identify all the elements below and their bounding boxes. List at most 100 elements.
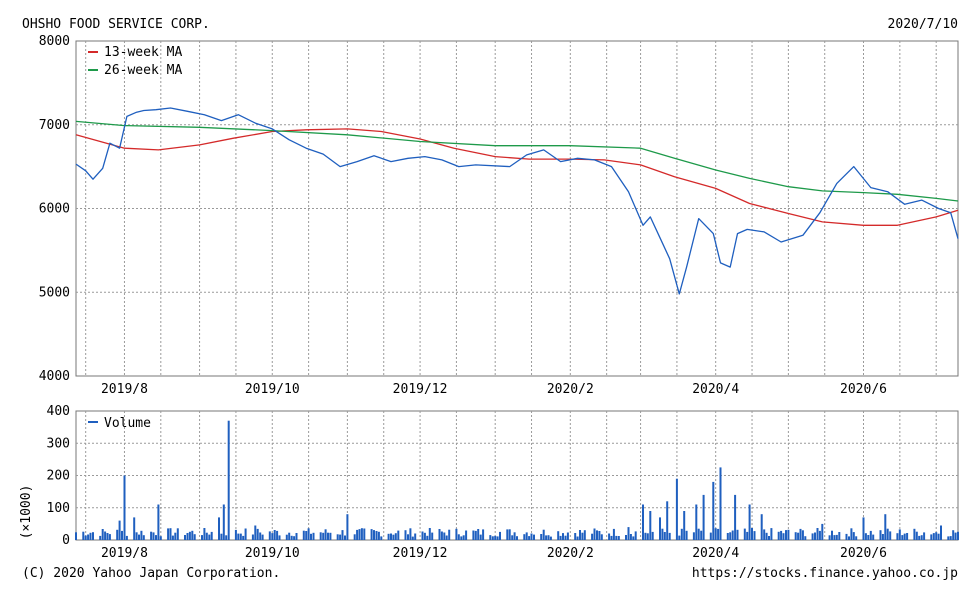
volume-bar <box>499 531 501 540</box>
volume-bar <box>322 532 325 540</box>
volume-bar <box>886 528 889 540</box>
volume-bar <box>835 534 838 540</box>
volume-bar <box>116 529 119 540</box>
volume-bar <box>811 533 814 540</box>
volume-bar <box>123 475 126 540</box>
volume-bar <box>680 528 683 540</box>
copyright-text: (C) 2020 Yahoo Japan Corporation. <box>22 566 280 581</box>
volume-bar <box>867 535 870 540</box>
volume-bar <box>373 530 375 540</box>
volume-bar <box>346 514 349 540</box>
volume-bar <box>392 534 395 540</box>
volume-bar <box>632 536 635 540</box>
volume-bar <box>833 535 836 540</box>
volume-bar <box>557 531 560 540</box>
volume-bar <box>881 534 884 540</box>
volume-bar <box>327 532 329 540</box>
volume-bar <box>288 532 291 540</box>
price-line <box>75 107 959 295</box>
volume-bar <box>155 535 157 540</box>
volume-bar <box>428 528 431 540</box>
volume-bar <box>542 529 545 540</box>
volume-bar <box>477 529 480 540</box>
source-link[interactable]: https://stocks.finance.yahoo.co.jp <box>692 566 958 581</box>
volume-bar <box>387 533 390 540</box>
volume-bar <box>491 536 494 540</box>
volume-bar <box>692 532 695 540</box>
volume-bar <box>193 534 196 540</box>
volume-bar <box>746 531 749 540</box>
volume-bar <box>547 535 550 540</box>
volume-bar <box>617 536 620 540</box>
y-tick-label: 0 <box>62 533 70 548</box>
y-tick-label: 8000 <box>39 34 70 49</box>
volume-bar <box>273 530 276 540</box>
volume-bar <box>695 504 698 540</box>
y-tick-label: 7000 <box>39 118 70 133</box>
volume-bar <box>101 529 104 540</box>
volume-bar <box>508 529 511 540</box>
volume-bar <box>533 534 535 540</box>
volume-bar <box>828 535 831 540</box>
volume-bar <box>581 532 584 540</box>
volume-bar <box>862 517 865 540</box>
volume-bar <box>407 534 409 540</box>
volume-bar <box>312 532 315 540</box>
volume-bar <box>719 467 722 540</box>
volume-bar <box>457 534 460 540</box>
volume-bar <box>896 533 899 540</box>
volume-bar <box>612 528 615 540</box>
volume-bar <box>937 533 940 540</box>
volume-bar <box>683 511 686 540</box>
volume-bar <box>167 528 170 540</box>
volume-bar <box>465 530 468 540</box>
volume-bar <box>462 535 465 540</box>
volume-bar <box>108 534 111 540</box>
source-url[interactable]: https://stocks.finance.yahoo.co.jp <box>692 566 958 581</box>
volume-bar <box>222 504 225 540</box>
y-tick-label: 300 <box>47 436 70 451</box>
y-tick-label: 400 <box>47 404 70 419</box>
volume-bar <box>748 504 751 540</box>
volume-bar <box>918 535 921 540</box>
legend-label: 13-week MA <box>104 45 182 60</box>
volume-bar <box>363 528 366 540</box>
volume-bar <box>949 536 952 540</box>
volume-bar <box>184 535 186 540</box>
volume-bar <box>489 535 492 540</box>
x-tick-label: 2020/4 <box>692 382 739 397</box>
volume-bar <box>208 534 211 540</box>
volume-bar <box>188 531 191 540</box>
volume-bar <box>339 534 342 540</box>
volume-bar <box>394 533 397 540</box>
volume-bar <box>414 533 417 540</box>
volume-bar <box>448 529 451 540</box>
volume-bar <box>818 530 821 540</box>
volume-bar <box>564 535 567 540</box>
y-tick-label: 200 <box>47 469 70 484</box>
volume-bar <box>593 528 596 540</box>
volume-bar <box>816 528 819 540</box>
volume-bar <box>377 531 380 540</box>
volume-bar <box>848 536 850 540</box>
volume-bar <box>479 534 482 540</box>
volume-bar <box>169 528 172 540</box>
volume-bar <box>271 533 274 540</box>
volume-bar <box>118 520 121 540</box>
volume-bar <box>579 530 581 540</box>
volume-bar <box>89 532 92 540</box>
volume-bar <box>310 533 312 540</box>
volume-bar <box>644 532 647 540</box>
volume-bar <box>302 530 305 540</box>
volume-bar <box>583 530 586 540</box>
volume-bar <box>729 532 732 540</box>
volume-bar <box>717 528 720 540</box>
volume-bar <box>576 536 579 540</box>
volume-bar <box>513 532 516 540</box>
volume-bar <box>174 532 177 540</box>
volume-bar <box>259 532 262 540</box>
volume-bar <box>814 532 816 540</box>
volume-bar <box>642 504 644 540</box>
